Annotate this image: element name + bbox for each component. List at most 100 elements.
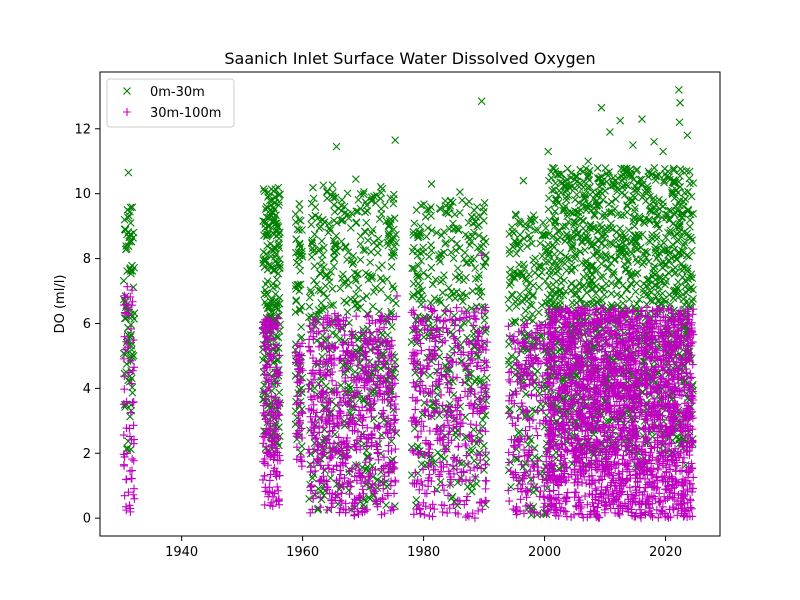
data-point-0m-30m <box>384 228 393 237</box>
data-point-0m-30m <box>336 284 345 293</box>
data-point-0m-30m <box>128 388 137 397</box>
data-point-0m-30m <box>375 215 384 223</box>
data-point-0m-30m <box>324 219 333 228</box>
data-point-0m-30m <box>476 292 485 301</box>
data-point-0m-30m <box>349 251 358 260</box>
data-point-0m-30m <box>261 255 269 263</box>
data-point-0m-30m <box>295 226 303 234</box>
data-point-0m-30m <box>368 302 377 311</box>
data-point-0m-30m <box>259 185 268 193</box>
data-point-0m-30m <box>382 217 391 226</box>
data-point-0m-30m <box>295 199 304 208</box>
data-point-0m-30m <box>305 302 314 311</box>
data-point-0m-30m <box>391 502 399 510</box>
data-point-0m-30m <box>126 207 134 216</box>
data-point-0m-30m <box>274 201 283 209</box>
data-point-0m-30m <box>295 240 304 249</box>
data-point-0m-30m <box>371 283 380 292</box>
data-point-0m-30m <box>309 194 318 203</box>
data-point-0m-30m <box>362 446 371 455</box>
data-point-0m-30m <box>361 269 370 277</box>
data-point-0m-30m <box>274 223 283 231</box>
data-point-0m-30m <box>275 234 284 243</box>
data-point-0m-30m <box>310 230 319 239</box>
data-point-0m-30m <box>307 220 316 229</box>
data-point-0m-30m <box>329 301 338 309</box>
data-point-0m-30m <box>292 235 301 244</box>
data-point-0m-30m <box>351 276 360 285</box>
data-point-0m-30m <box>274 183 283 192</box>
data-point-0m-30m <box>274 259 283 268</box>
data-point-0m-30m <box>123 230 131 239</box>
data-point-0m-30m <box>341 243 350 252</box>
data-point-0m-30m <box>319 289 328 298</box>
data-point-0m-30m <box>327 446 336 454</box>
data-point-0m-30m <box>119 276 128 285</box>
data-point-0m-30m <box>362 292 371 300</box>
data-point-0m-30m <box>392 299 400 308</box>
data-point-0m-30m <box>266 297 275 306</box>
data-point-0m-30m <box>362 218 371 227</box>
data-point-0m-30m <box>314 286 323 294</box>
data-point-0m-30m <box>266 311 275 320</box>
data-point-0m-30m <box>123 445 131 454</box>
data-point-0m-30m <box>292 285 300 293</box>
data-point-0m-30m <box>423 224 432 232</box>
data-point-0m-30m <box>296 216 305 225</box>
data-point-0m-30m <box>262 289 271 298</box>
data-point-0m-30m <box>294 248 303 257</box>
data-point-0m-30m <box>368 225 377 234</box>
data-point-0m-30m <box>307 238 316 247</box>
data-point-0m-30m <box>291 281 300 290</box>
data-point-0m-30m <box>297 302 306 311</box>
data-point-0m-30m <box>351 274 360 283</box>
data-point-0m-30m <box>435 296 444 304</box>
data-point-0m-30m <box>316 217 325 226</box>
data-point-0m-30m <box>331 241 340 249</box>
data-point-0m-30m <box>292 296 301 305</box>
data-point-0m-30m <box>365 483 374 491</box>
data-point-0m-30m <box>305 495 313 503</box>
data-point-0m-30m <box>293 281 302 289</box>
data-point-0m-30m <box>291 407 300 416</box>
data-point-0m-30m <box>291 218 300 226</box>
data-point-0m-30m <box>315 306 324 315</box>
data-point-0m-30m <box>383 238 392 247</box>
data-point-0m-30m <box>126 333 135 342</box>
data-point-0m-30m <box>271 243 279 252</box>
data-point-0m-30m <box>361 208 370 217</box>
data-point-0m-30m <box>273 282 282 291</box>
data-point-0m-30m <box>359 246 368 254</box>
data-point-0m-30m <box>297 442 306 451</box>
data-point-0m-30m <box>291 248 300 257</box>
data-point-0m-30m <box>263 277 272 285</box>
data-point-0m-30m <box>339 278 348 287</box>
data-point-0m-30m <box>390 248 399 257</box>
data-point-0m-30m <box>368 196 377 205</box>
data-point-0m-30m <box>352 219 360 227</box>
data-point-0m-30m <box>120 314 129 323</box>
data-point-0m-30m <box>317 298 326 307</box>
data-point-0m-30m <box>267 301 275 309</box>
data-point-0m-30m <box>337 381 345 390</box>
data-point-0m-30m <box>276 190 284 199</box>
data-point-0m-30m <box>266 206 275 214</box>
data-point-0m-30m <box>383 275 391 284</box>
data-point-0m-30m <box>314 379 323 388</box>
data-point-0m-30m <box>310 262 319 271</box>
data-point-0m-30m <box>306 286 315 295</box>
data-point-0m-30m <box>123 444 132 452</box>
data-point-0m-30m <box>275 255 284 264</box>
data-point-0m-30m <box>347 256 356 265</box>
data-point-0m-30m <box>127 320 135 329</box>
data-point-0m-30m <box>385 217 394 226</box>
data-point-0m-30m <box>391 358 399 366</box>
data-point-0m-30m <box>261 217 269 226</box>
data-point-0m-30m <box>339 270 347 279</box>
data-point-0m-30m <box>128 203 137 212</box>
data-point-0m-30m <box>374 234 383 243</box>
data-point-0m-30m <box>346 384 355 392</box>
data-point-0m-30m <box>352 207 361 216</box>
data-point-0m-30m <box>332 247 341 256</box>
data-point-0m-30m <box>316 286 325 295</box>
